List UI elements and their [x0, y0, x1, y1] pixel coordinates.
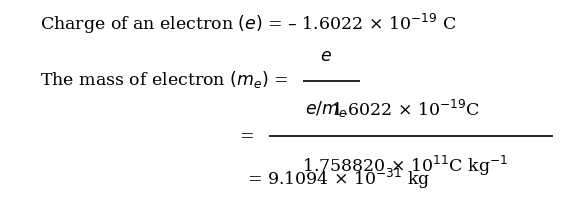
Text: = 9.1094 × 10$^{-31}$ kg: = 9.1094 × 10$^{-31}$ kg [247, 167, 430, 191]
Text: $e/m_e$: $e/m_e$ [305, 99, 347, 119]
Text: 1.758820 × 10$^{11}$C kg$^{-1}$: 1.758820 × 10$^{11}$C kg$^{-1}$ [302, 154, 509, 178]
Text: $e$: $e$ [320, 48, 332, 65]
Text: Charge of an electron $(e)$ = – 1.6022 × 10$^{-19}$ C: Charge of an electron $(e)$ = – 1.6022 ×… [40, 12, 456, 36]
Text: =: = [239, 128, 254, 145]
Text: 1.6022 × 10$^{-19}$C: 1.6022 × 10$^{-19}$C [331, 100, 480, 120]
Text: The mass of electron $(m_e)$ =: The mass of electron $(m_e)$ = [40, 69, 288, 90]
